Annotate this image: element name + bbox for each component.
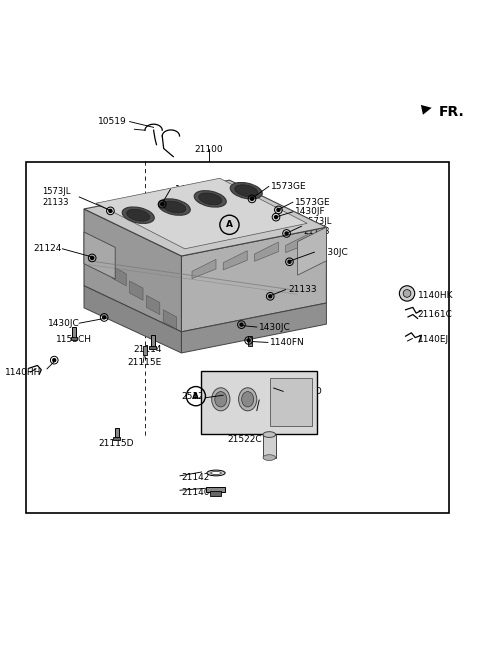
Ellipse shape bbox=[211, 472, 221, 474]
Bar bbox=[151, 335, 155, 347]
Text: 25124D: 25124D bbox=[181, 392, 217, 401]
Circle shape bbox=[109, 209, 112, 213]
Text: 1140HK: 1140HK bbox=[418, 291, 453, 300]
Polygon shape bbox=[84, 286, 181, 353]
Text: 1573JL
21133: 1573JL 21133 bbox=[303, 216, 332, 236]
Text: 21115D: 21115D bbox=[98, 439, 134, 447]
Text: 1430JC: 1430JC bbox=[317, 248, 348, 256]
Text: 21114: 21114 bbox=[133, 345, 162, 354]
Bar bbox=[270, 379, 312, 426]
Circle shape bbox=[53, 359, 56, 361]
Ellipse shape bbox=[127, 209, 150, 221]
Text: 1573GE: 1573GE bbox=[271, 182, 307, 191]
Text: A: A bbox=[192, 392, 199, 401]
Circle shape bbox=[247, 339, 250, 342]
Circle shape bbox=[103, 316, 106, 319]
Text: 1140GD: 1140GD bbox=[286, 387, 323, 396]
Text: 1430JC: 1430JC bbox=[259, 323, 291, 331]
Text: 10519: 10519 bbox=[98, 117, 127, 126]
Polygon shape bbox=[254, 242, 278, 261]
Polygon shape bbox=[286, 234, 310, 253]
Ellipse shape bbox=[230, 182, 262, 199]
Text: A: A bbox=[226, 220, 233, 230]
Bar bbox=[149, 346, 156, 349]
Circle shape bbox=[251, 197, 253, 200]
Bar bbox=[26, 163, 449, 513]
Text: 1140EJ: 1140EJ bbox=[418, 335, 449, 344]
Polygon shape bbox=[146, 295, 160, 315]
Ellipse shape bbox=[212, 388, 230, 411]
Ellipse shape bbox=[163, 201, 186, 213]
Circle shape bbox=[277, 209, 280, 211]
Ellipse shape bbox=[122, 207, 154, 224]
Text: 21100: 21100 bbox=[194, 145, 223, 154]
Text: 1430JF: 1430JF bbox=[175, 185, 206, 194]
Circle shape bbox=[269, 295, 272, 298]
Text: 21161C: 21161C bbox=[418, 310, 453, 319]
Bar bbox=[210, 491, 221, 496]
Polygon shape bbox=[96, 178, 307, 249]
Circle shape bbox=[240, 323, 243, 326]
Ellipse shape bbox=[194, 191, 226, 207]
Bar bbox=[206, 487, 225, 492]
Circle shape bbox=[275, 216, 277, 218]
Circle shape bbox=[91, 256, 94, 259]
Polygon shape bbox=[113, 266, 126, 286]
Text: 1153CH: 1153CH bbox=[57, 335, 92, 344]
Circle shape bbox=[403, 289, 411, 297]
Ellipse shape bbox=[199, 193, 222, 205]
Text: FR.: FR. bbox=[439, 105, 465, 119]
Text: 1430JF: 1430JF bbox=[295, 207, 326, 216]
Polygon shape bbox=[181, 303, 326, 353]
Polygon shape bbox=[96, 252, 109, 272]
Bar bbox=[201, 371, 317, 434]
Bar bbox=[115, 428, 119, 438]
Ellipse shape bbox=[215, 392, 227, 407]
Ellipse shape bbox=[158, 199, 190, 215]
Bar bbox=[71, 337, 77, 340]
Bar bbox=[113, 437, 120, 440]
Circle shape bbox=[288, 260, 291, 263]
Text: 21140: 21140 bbox=[181, 487, 210, 497]
Bar bbox=[248, 336, 252, 346]
Ellipse shape bbox=[263, 432, 276, 438]
Text: 21133: 21133 bbox=[288, 285, 317, 294]
Polygon shape bbox=[298, 227, 326, 276]
Text: 1140FN: 1140FN bbox=[270, 338, 304, 347]
Circle shape bbox=[161, 203, 164, 205]
Polygon shape bbox=[192, 259, 216, 279]
Text: 21142: 21142 bbox=[181, 473, 210, 482]
Text: 1573GE: 1573GE bbox=[295, 197, 331, 207]
Text: 1573JL
21133: 1573JL 21133 bbox=[42, 187, 71, 207]
Text: 21115E: 21115E bbox=[128, 358, 162, 367]
Text: 1430JC: 1430JC bbox=[48, 319, 80, 328]
Bar bbox=[72, 327, 76, 338]
Bar bbox=[143, 346, 147, 355]
Text: 21119B: 21119B bbox=[240, 410, 274, 419]
Ellipse shape bbox=[207, 470, 225, 476]
Ellipse shape bbox=[263, 455, 276, 461]
Text: 21124: 21124 bbox=[34, 244, 62, 253]
Ellipse shape bbox=[242, 392, 253, 407]
Ellipse shape bbox=[239, 388, 257, 411]
Polygon shape bbox=[181, 227, 326, 332]
Polygon shape bbox=[130, 281, 143, 300]
Polygon shape bbox=[163, 310, 177, 329]
Ellipse shape bbox=[235, 185, 258, 197]
Polygon shape bbox=[84, 232, 115, 279]
Text: 1140HH: 1140HH bbox=[5, 367, 41, 377]
Polygon shape bbox=[84, 180, 326, 256]
Circle shape bbox=[399, 286, 415, 301]
Polygon shape bbox=[223, 251, 247, 270]
Circle shape bbox=[285, 232, 288, 235]
Bar bbox=[263, 434, 276, 458]
Polygon shape bbox=[84, 209, 181, 332]
Text: 21522C: 21522C bbox=[228, 435, 262, 444]
